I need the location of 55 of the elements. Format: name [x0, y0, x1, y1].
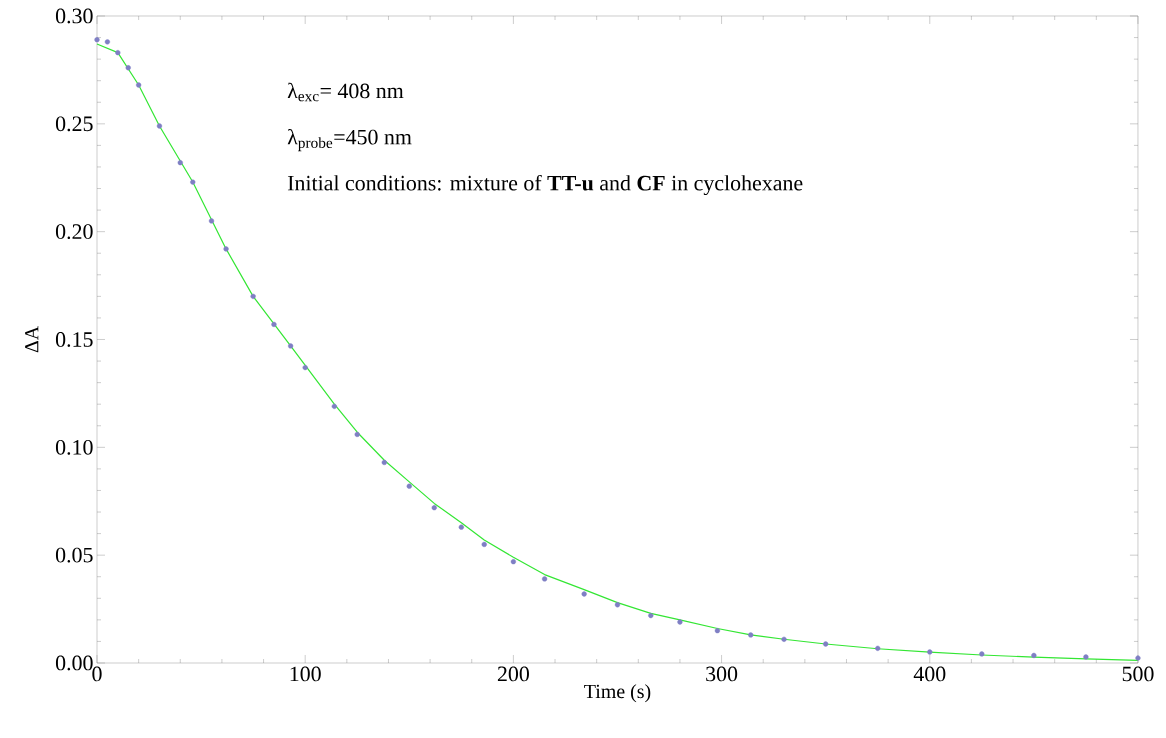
point — [927, 649, 933, 655]
point — [406, 483, 412, 489]
y-axis-title: ΔA — [25, 326, 39, 353]
point — [542, 576, 548, 582]
point — [581, 591, 587, 597]
point — [875, 645, 881, 651]
x-tick-label: 100 — [290, 666, 321, 682]
point — [94, 37, 100, 43]
point — [648, 612, 654, 619]
x-tick-label: 400 — [913, 666, 946, 682]
point — [714, 628, 721, 634]
y-tick-label: 0.30 — [55, 8, 93, 24]
y-tick-label: 0.15 — [55, 332, 93, 347]
x-tick-label: 500 — [1122, 666, 1154, 682]
y-tick-label: 0.10 — [55, 439, 93, 455]
x-axis-title: Time (s) — [584, 684, 651, 703]
point — [288, 343, 294, 349]
point — [177, 160, 183, 166]
point — [208, 218, 215, 224]
point — [302, 364, 308, 371]
point — [1031, 652, 1037, 659]
point — [115, 50, 121, 56]
point — [136, 82, 142, 88]
point — [190, 179, 196, 185]
point — [223, 246, 229, 252]
point — [748, 632, 754, 638]
point — [354, 431, 360, 437]
annotation: λ$_{exc}$= 408 nm — [287, 82, 404, 102]
x-tick-label: 0 — [92, 666, 102, 682]
point — [823, 641, 829, 647]
point — [431, 505, 437, 511]
point — [458, 524, 464, 530]
annotation: Initial conditions: mixture of TT-u and CF in cyclohexane — [287, 174, 803, 196]
point — [104, 39, 111, 45]
point — [677, 619, 683, 625]
y-tick-label: 0.25 — [55, 116, 93, 132]
point — [331, 403, 337, 409]
point — [510, 559, 516, 565]
point — [979, 651, 985, 657]
point — [271, 321, 277, 327]
point — [481, 541, 487, 547]
point — [614, 602, 621, 608]
x-tick-label: 300 — [706, 666, 738, 682]
x-tick-label: 200 — [497, 666, 529, 682]
annotation: λ$_{probe}$=450 nm — [287, 128, 412, 152]
point — [1135, 655, 1141, 661]
y-tick-label: 0.20 — [55, 224, 93, 240]
point — [381, 459, 387, 466]
y-tick-label: 0.00 — [55, 655, 93, 671]
point — [156, 123, 163, 129]
point — [125, 65, 131, 71]
point — [1083, 654, 1089, 660]
point — [250, 293, 256, 299]
point — [781, 636, 787, 642]
y-tick-label: 0.05 — [55, 547, 93, 563]
